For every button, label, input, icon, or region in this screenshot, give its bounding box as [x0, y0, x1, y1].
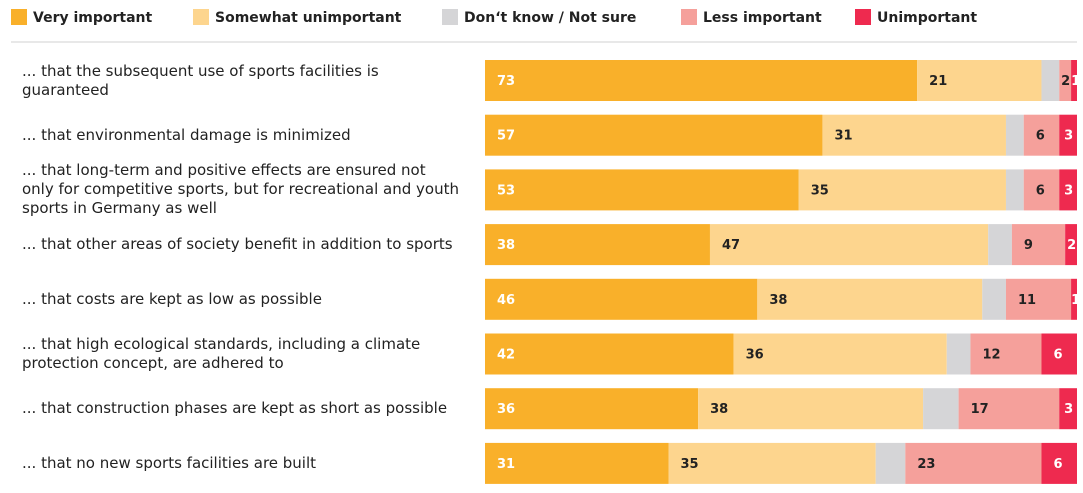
- value-label: 3: [1064, 402, 1073, 417]
- value-label: 6: [1036, 129, 1045, 144]
- legend-swatch: [11, 9, 27, 25]
- value-label: 42: [497, 348, 515, 363]
- bar-segment: [923, 388, 959, 430]
- bar-segment: [1059, 114, 1077, 156]
- legend-swatch: [855, 9, 871, 25]
- bar-segment: [485, 60, 918, 101]
- value-label: 47: [722, 238, 740, 253]
- bar-segment: [1071, 278, 1077, 320]
- bar-segment: [485, 278, 758, 320]
- bar-segment: [485, 442, 669, 484]
- value-label: 11: [1018, 293, 1036, 308]
- value-label: 1: [1071, 293, 1080, 308]
- bar-segment: [1071, 60, 1077, 101]
- value-label: 6: [1053, 348, 1062, 363]
- value-label: 3: [1064, 129, 1073, 144]
- bar-segment: [982, 278, 1006, 320]
- category-label: ... that construction phases are kept as…: [22, 399, 448, 418]
- bar-segment: [1041, 442, 1077, 484]
- value-label: 38: [497, 238, 515, 253]
- bar-segment: [1059, 388, 1077, 430]
- legend-label: Don‘t know / Not sure: [464, 10, 636, 26]
- bar-segment: [798, 169, 1006, 211]
- bar-segment: [1041, 60, 1060, 101]
- bar-segment: [1005, 278, 1072, 320]
- value-label: 9: [1024, 238, 1033, 253]
- bar-segment: [917, 60, 1042, 101]
- value-label: 31: [834, 129, 852, 144]
- value-label: 2: [1067, 238, 1076, 253]
- bar-segment: [875, 442, 906, 484]
- bar-segment: [485, 114, 823, 156]
- legend-label: Unimportant: [877, 10, 977, 26]
- bar-segment: [1005, 114, 1024, 156]
- bar-segment: [1011, 224, 1066, 266]
- legend-label: Less important: [703, 10, 822, 26]
- bar-segment: [988, 224, 1012, 266]
- value-label: 35: [811, 183, 829, 198]
- value-label: 73: [497, 74, 515, 89]
- value-label: 3: [1064, 183, 1073, 198]
- value-label: 57: [497, 129, 515, 144]
- bar-segment: [970, 333, 1042, 375]
- category-label: ... that long-term and positive effects …: [22, 161, 459, 218]
- value-label: 12: [982, 348, 1000, 363]
- bar-segment: [1059, 169, 1077, 211]
- value-label: 36: [497, 402, 515, 417]
- bar-segment: [485, 333, 734, 375]
- bar-segment: [1041, 333, 1077, 375]
- value-label: 36: [746, 348, 764, 363]
- bar-segment: [485, 169, 799, 211]
- bar-segment: [733, 333, 947, 375]
- value-label: 35: [681, 457, 699, 472]
- category-label: ... that other areas of society benefit …: [22, 235, 453, 254]
- category-label: ... that high ecological standards, incl…: [22, 335, 421, 372]
- bar-segment: [1023, 169, 1060, 211]
- bar-segment: [709, 224, 989, 266]
- bar-segment: [1023, 114, 1060, 156]
- legend-label: Very important: [33, 10, 153, 26]
- value-label: 2: [1061, 74, 1070, 89]
- legend-label: Somewhat unimportant: [215, 10, 402, 26]
- legend-swatch: [442, 9, 458, 25]
- value-label: 17: [971, 402, 989, 417]
- category-label: ... that the subsequent use of sports fa…: [22, 61, 379, 99]
- category-label: ... that environmental damage is minimiz…: [22, 125, 351, 144]
- value-label: 38: [710, 402, 728, 417]
- bar-segment: [757, 278, 983, 320]
- value-label: 53: [497, 183, 515, 198]
- category-label: ... that no new sports facilities are bu…: [22, 453, 317, 472]
- value-label: 1: [1071, 74, 1080, 89]
- bar-segment: [668, 442, 876, 484]
- value-label: 46: [497, 293, 515, 308]
- bar-segment: [822, 114, 1006, 156]
- value-label: 6: [1053, 457, 1062, 472]
- bar-segment: [698, 388, 924, 430]
- bar-segment: [946, 333, 971, 375]
- bar-segment: [1059, 60, 1072, 101]
- category-label: ... that costs are kept as low as possib…: [22, 289, 322, 308]
- value-label: 6: [1036, 183, 1045, 198]
- value-label: 38: [769, 293, 787, 308]
- bar-segment: [1005, 169, 1024, 211]
- value-label: 31: [497, 457, 515, 472]
- bar-segment: [1065, 224, 1077, 266]
- value-label: 21: [929, 74, 947, 89]
- bar-segment: [485, 388, 699, 430]
- legend-swatch: [681, 9, 697, 25]
- bar-segment: [958, 388, 1060, 430]
- bar-segment: [485, 224, 710, 266]
- value-label: 23: [917, 457, 935, 472]
- legend-swatch: [193, 9, 209, 25]
- bar-segment: [905, 442, 1042, 484]
